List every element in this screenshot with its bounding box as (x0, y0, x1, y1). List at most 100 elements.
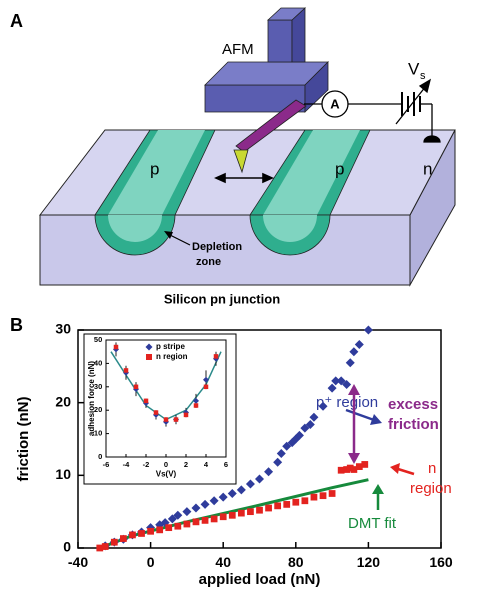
marker (184, 413, 189, 418)
marker (182, 507, 191, 516)
marker (134, 385, 139, 390)
voltage-subscript: s (420, 70, 426, 82)
legend-marker (146, 354, 152, 360)
marker (144, 399, 149, 404)
marker (274, 502, 281, 509)
annotation: friction (388, 416, 439, 433)
annotation: n (428, 460, 436, 477)
y-tick-label: 10 (55, 466, 71, 482)
marker (220, 513, 227, 520)
marker (129, 532, 136, 539)
marker (349, 347, 358, 356)
marker (309, 413, 318, 422)
panel-label: B (10, 315, 23, 335)
marker (219, 493, 228, 502)
legend-label: n region (156, 352, 188, 361)
marker (229, 512, 236, 519)
marker (346, 358, 355, 367)
x-tick-label: -40 (68, 554, 88, 570)
marker (283, 501, 290, 508)
region-label: p (150, 159, 159, 178)
annotation: excess (388, 396, 438, 413)
panel-label: A (10, 11, 23, 31)
marker (246, 480, 255, 489)
region-label: p (335, 159, 344, 178)
marker (214, 354, 219, 359)
marker (302, 497, 309, 504)
annotation: p⁺ region (316, 394, 378, 411)
marker (311, 494, 318, 501)
marker (174, 523, 181, 530)
marker (124, 368, 129, 373)
afm-label: AFM (222, 41, 254, 58)
marker (264, 467, 273, 476)
marker (361, 461, 368, 468)
x-tick-label: -6 (103, 460, 110, 469)
y-axis-label: adhesion force (nN) (87, 361, 96, 436)
marker (147, 528, 154, 535)
marker (238, 510, 245, 517)
x-tick-label: 160 (429, 554, 453, 570)
x-tick-label: 2 (184, 460, 188, 469)
marker (265, 505, 272, 512)
marker (164, 417, 169, 422)
inset-chart: -6-4-2024601020304050Vs(V)adhesion force… (84, 334, 236, 484)
marker (202, 517, 209, 524)
marker (273, 458, 282, 467)
marker (184, 521, 191, 528)
y-tick-label: 0 (63, 539, 71, 555)
marker (156, 526, 163, 533)
marker (228, 489, 237, 498)
voltage-label: V (408, 59, 420, 78)
marker (191, 504, 200, 513)
marker (154, 410, 159, 415)
marker (328, 384, 337, 393)
marker (102, 543, 109, 550)
x-axis-label: Vs(V) (156, 469, 177, 478)
marker (256, 507, 263, 514)
marker (320, 492, 327, 499)
legend-label: p stripe (156, 342, 185, 351)
x-tick-label: 6 (224, 460, 228, 469)
marker (277, 449, 286, 458)
marker (174, 417, 179, 422)
region-label: n (423, 159, 432, 178)
marker (193, 518, 200, 525)
annotation: region (410, 480, 452, 497)
marker (255, 474, 264, 483)
marker (355, 340, 364, 349)
y-axis-label: friction (nN) (15, 397, 32, 482)
annotation: DMT fit (348, 515, 397, 532)
marker (364, 326, 373, 335)
x-tick-label: 40 (215, 554, 231, 570)
marker (329, 490, 336, 497)
annotations: p⁺ region excess friction n region DMT f… (316, 384, 452, 532)
marker (211, 516, 218, 523)
marker (120, 535, 127, 542)
y-tick-label: 50 (94, 335, 102, 344)
x-tick-label: -4 (123, 460, 130, 469)
marker (111, 539, 118, 546)
x-tick-label: 0 (147, 554, 155, 570)
depletion-label: zone (196, 256, 221, 268)
ammeter-label: A (330, 96, 340, 111)
x-axis-label: applied load (nN) (199, 571, 321, 588)
marker (210, 496, 219, 505)
x-tick-label: 80 (288, 554, 304, 570)
marker (138, 530, 145, 537)
y-tick-label: 20 (55, 393, 71, 409)
marker (292, 499, 299, 506)
marker (114, 345, 119, 350)
afm-head (205, 8, 328, 112)
marker (165, 524, 172, 531)
marker (237, 485, 246, 494)
depletion-label: Depletion (192, 241, 242, 253)
y-tick-label: 30 (55, 321, 71, 337)
caption: Silicon pn junction (164, 291, 280, 306)
marker (247, 508, 254, 515)
marker (194, 403, 199, 408)
figure: A AFM A V (0, 0, 485, 593)
x-tick-label: 0 (164, 460, 168, 469)
x-tick-label: 120 (357, 554, 381, 570)
marker (204, 385, 209, 390)
